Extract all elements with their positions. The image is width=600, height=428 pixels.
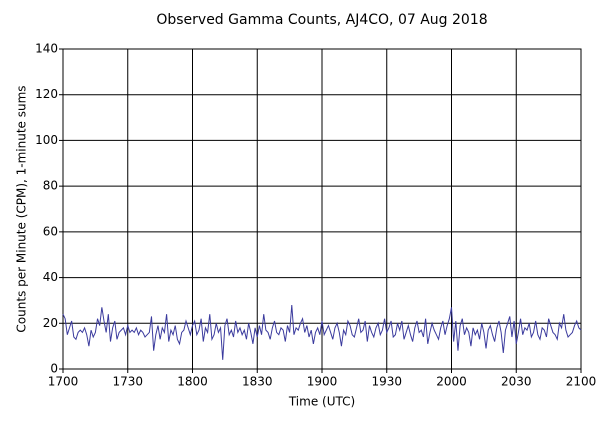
y-axis-label: Counts per Minute (CPM), 1-minute sums [15, 85, 29, 332]
y-tick-label: 120 [35, 87, 58, 101]
y-tick-label: 140 [35, 42, 58, 56]
x-tick-label: 1800 [177, 375, 208, 389]
x-tick-label: 2100 [566, 375, 597, 389]
chart-title: Observed Gamma Counts, AJ4CO, 07 Aug 201… [156, 12, 487, 28]
plot-frame [62, 48, 582, 370]
x-axis-label: Time (UTC) [288, 395, 355, 409]
data-line [62, 304, 582, 360]
x-tick-label: 2000 [436, 375, 467, 389]
x-tick-label: 1730 [112, 375, 143, 389]
y-tick-label: 60 [43, 224, 58, 238]
y-tick-label: 20 [43, 316, 58, 330]
x-tick-label: 1930 [371, 375, 402, 389]
x-tick-label: 1700 [48, 375, 79, 389]
y-tick-label: 0 [50, 362, 58, 376]
x-tick-label: 1900 [307, 375, 338, 389]
x-tick-label: 1830 [242, 375, 273, 389]
y-tick-label: 80 [43, 179, 58, 193]
y-tick-label: 100 [35, 133, 58, 147]
y-tick-label: 40 [43, 270, 58, 284]
x-tick-label: 2030 [501, 375, 532, 389]
